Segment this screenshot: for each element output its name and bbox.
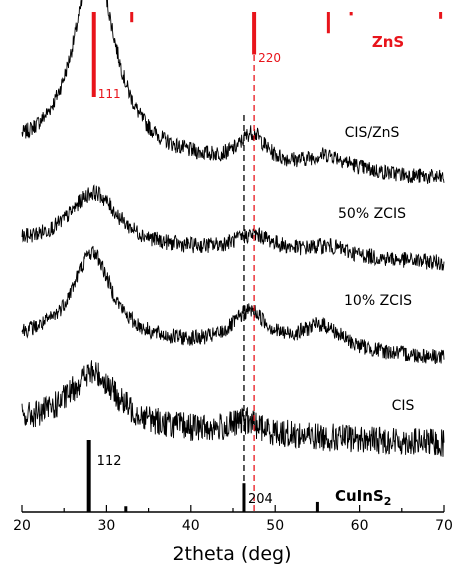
series-label-1: 50% ZCIS	[338, 206, 406, 222]
zns-pattern-name: ZnS	[372, 33, 404, 51]
x-tick-label-4: 60	[351, 518, 369, 534]
series-label-0: CIS/ZnS	[345, 125, 400, 141]
cuins2-peak-label-1: 204	[248, 492, 273, 507]
dashed-lines-group	[243, 55, 255, 512]
x-axis-title: 2theta (deg)	[172, 543, 291, 565]
trace-group	[21, 0, 445, 457]
zns-peak-label-0: 111	[98, 87, 121, 101]
trace-3	[21, 360, 445, 457]
series-label-3: CIS	[392, 398, 415, 414]
series-label-2: 10% ZCIS	[344, 293, 412, 309]
x-tick-label-5: 70	[435, 518, 453, 534]
cuins2-pattern-name: CuInS2	[335, 487, 391, 508]
x-tick-label-0: 20	[13, 518, 31, 534]
trace-1	[21, 184, 445, 271]
zns-peak-label-1: 220	[258, 51, 281, 65]
x-tick-label-2: 40	[182, 518, 200, 534]
cuins2-subscript: 2	[384, 495, 392, 508]
trace-2	[21, 245, 445, 365]
x-tick-label-1: 30	[97, 518, 115, 534]
x-tick-label-3: 50	[266, 518, 284, 534]
x-axis: 20 30 40 50 60 70	[13, 505, 453, 534]
label-group: CIS/ZnS 50% ZCIS 10% ZCIS CIS 111 220 112 204 Zn…	[97, 33, 415, 508]
trace-0	[21, 0, 445, 184]
cuins2-peak-label-0: 112	[97, 454, 122, 469]
